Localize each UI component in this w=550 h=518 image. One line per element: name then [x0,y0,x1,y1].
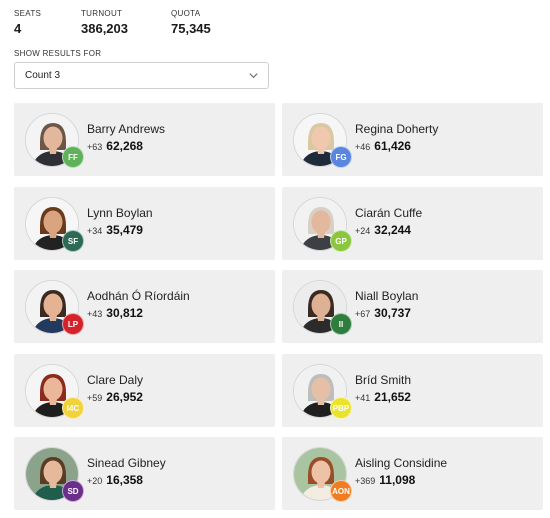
stat-turnout: TURNOUT 386,203 [81,9,171,36]
vote-total: 30,737 [374,306,411,320]
candidate-card[interactable]: I4C Clare Daly +59 26,952 [14,354,275,427]
photo-neck [317,315,325,321]
stat-label: TURNOUT [81,9,123,18]
vote-change: +369 [355,476,376,486]
photo-neck [49,315,57,321]
stat-value: 75,345 [171,21,211,36]
photo-face [311,377,331,401]
photo-neck [317,232,325,238]
stats-bar: SEATS 4 TURNOUT 386,203 QUOTA 75,345 [14,9,271,36]
candidate-name: Lynn Boylan [87,206,153,220]
candidate-name: Ciarán Cuffe [355,206,423,220]
vote-change: +20 [87,476,103,486]
vote-total: 16,358 [106,473,143,487]
photo-face [43,460,63,484]
photo-neck [49,148,57,154]
party-badge: FF [62,146,84,168]
candidate-card[interactable]: II Niall Boylan +67 30,737 [282,270,543,343]
party-badge: SF [62,230,84,252]
stat-value: 386,203 [81,21,128,36]
candidate-card[interactable]: LP Aodhán Ó Ríordáin +43 30,812 [14,270,275,343]
party-badge: GP [330,230,352,252]
party-badge: LP [62,313,84,335]
candidate-card[interactable]: PBP Bríd Smith +41 21,652 [282,354,543,427]
candidate-name: Sinead Gibney [87,456,166,470]
stat-value: 4 [14,21,22,36]
candidate-name: Niall Boylan [355,289,419,303]
photo-face [43,126,63,150]
candidate-card[interactable]: SD Sinead Gibney +20 16,358 [14,437,275,510]
chevron-down-icon [249,73,258,79]
candidate-card[interactable]: AON Aisling Considine +369 11,098 [282,437,543,510]
vote-total: 26,952 [106,390,143,404]
candidate-votes: +24 32,244 [355,221,411,239]
party-badge: AON [330,480,352,502]
photo-face [311,126,331,150]
photo-neck [49,232,57,238]
candidate-card[interactable]: FG Regina Doherty +46 61,426 [282,103,543,176]
photo-neck [317,482,325,488]
stat-quota: QUOTA 75,345 [171,9,271,36]
candidate-photo [293,447,347,501]
photo-neck [317,148,325,154]
candidate-votes: +67 30,737 [355,304,411,322]
count-select[interactable]: Count 3 [14,62,269,89]
vote-change: +43 [87,309,103,319]
party-badge: I4C [62,397,84,419]
photo-face [311,210,331,234]
candidate-card[interactable]: SF Lynn Boylan +34 35,479 [14,187,275,260]
vote-total: 62,268 [106,139,143,153]
photo-face [43,293,63,317]
photo-neck [317,399,325,405]
candidate-card[interactable]: FF Barry Andrews +63 62,268 [14,103,275,176]
vote-total: 35,479 [106,223,143,237]
photo-face [311,460,331,484]
vote-change: +41 [355,393,371,403]
candidate-card[interactable]: GP Ciarán Cuffe +24 32,244 [282,187,543,260]
photo-neck [49,399,57,405]
count-select-value: Count 3 [25,70,61,81]
party-badge: II [330,313,352,335]
party-badge: SD [62,480,84,502]
photo-face [43,377,63,401]
vote-change: +24 [355,226,371,236]
candidate-name: Regina Doherty [355,122,439,136]
candidate-votes: +63 62,268 [87,137,143,155]
show-results-label: SHOW RESULTS FOR [14,49,102,58]
vote-change: +67 [355,309,371,319]
stat-label: QUOTA [171,9,201,18]
candidate-votes: +20 16,358 [87,471,143,489]
candidate-name: Aodhán Ó Ríordáin [87,289,190,303]
candidate-name: Clare Daly [87,373,144,387]
candidate-votes: +369 11,098 [355,471,415,489]
vote-change: +34 [87,226,103,236]
vote-total: 21,652 [374,390,411,404]
vote-total: 11,098 [379,473,416,487]
candidate-votes: +59 26,952 [87,388,143,406]
vote-change: +63 [87,142,103,152]
vote-total: 61,426 [374,139,411,153]
photo-face [311,293,331,317]
photo-neck [49,482,57,488]
candidate-name: Bríd Smith [355,373,412,387]
stat-seats: SEATS 4 [14,9,81,36]
vote-change: +59 [87,393,103,403]
candidate-votes: +34 35,479 [87,221,143,239]
candidate-name: Aisling Considine [355,456,448,470]
vote-change: +46 [355,142,371,152]
candidate-photo [293,113,347,167]
party-badge: PBP [330,397,352,419]
stat-label: SEATS [14,9,42,18]
candidate-votes: +46 61,426 [355,137,411,155]
vote-total: 32,244 [374,223,411,237]
vote-total: 30,812 [106,306,143,320]
candidate-votes: +41 21,652 [355,388,411,406]
candidate-photo [25,364,79,418]
photo-face [43,210,63,234]
candidate-photo [25,447,79,501]
party-badge: FG [330,146,352,168]
candidate-votes: +43 30,812 [87,304,143,322]
candidate-name: Barry Andrews [87,122,166,136]
